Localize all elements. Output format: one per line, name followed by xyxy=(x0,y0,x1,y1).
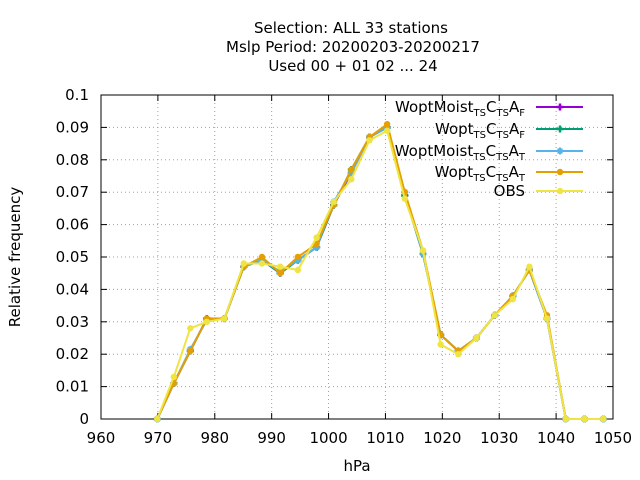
data-point xyxy=(294,253,302,261)
data-point xyxy=(383,120,391,128)
y-axis-ticks: 0 0.01 0.02 0.03 0.04 0.05 0.06 0.07 0.08 0.09 0.1 xyxy=(56,86,613,428)
title-line-1: Selection: ALL 33 stations xyxy=(254,19,448,37)
y-tick-label: 0.02 xyxy=(56,345,89,363)
y-tick-label: 0.01 xyxy=(56,378,89,396)
y-tick-label: 0.1 xyxy=(65,86,89,104)
legend-label: WoptMoistTSCTSAF xyxy=(395,98,525,119)
legend-entry: WoptTSCTSAF xyxy=(435,120,583,141)
data-point xyxy=(491,312,498,319)
data-point xyxy=(509,295,517,303)
data-point xyxy=(258,260,266,267)
data-point xyxy=(556,103,564,111)
data-point xyxy=(366,137,373,144)
y-tick-label: 0 xyxy=(79,410,89,428)
data-point xyxy=(277,263,284,270)
x-tick-label: 970 xyxy=(144,429,173,447)
data-point xyxy=(294,266,302,274)
data-point xyxy=(556,187,564,195)
data-point xyxy=(581,415,588,423)
plot-frame xyxy=(100,94,614,420)
x-tick-label: 1000 xyxy=(309,429,347,447)
legend-entry: WoptMoistTSCTSAF xyxy=(395,98,583,119)
data-point xyxy=(562,415,569,423)
data-point xyxy=(154,415,161,423)
x-tick-label: 1050 xyxy=(594,429,632,447)
data-point xyxy=(221,315,228,322)
legend-entry: WoptTSCTSAT xyxy=(435,163,583,184)
data-point xyxy=(313,234,320,241)
legend: WoptMoistTSCTSAFWoptTSCTSAFWoptMoistTSCT… xyxy=(395,98,583,200)
series-0 xyxy=(153,123,607,423)
x-tick-label: 1020 xyxy=(423,429,461,447)
y-axis-label: Relative frequency xyxy=(6,187,24,328)
y-tick-label: 0.05 xyxy=(56,248,89,266)
y-tick-label: 0.06 xyxy=(56,216,89,234)
chart-title: Selection: ALL 33 stations Mslp Period: … xyxy=(226,19,480,75)
data-point xyxy=(401,195,408,202)
y-tick-label: 0.09 xyxy=(56,118,89,136)
data-point xyxy=(455,351,462,358)
x-tick-label: 980 xyxy=(200,429,229,447)
data-point xyxy=(277,270,284,277)
y-tick-label: 0.07 xyxy=(56,183,89,201)
data-point xyxy=(383,127,391,134)
data-point xyxy=(437,341,444,348)
data-point xyxy=(556,147,564,155)
data-point xyxy=(526,263,533,270)
grid xyxy=(101,95,613,419)
data-point xyxy=(473,334,480,342)
data-point xyxy=(240,260,247,267)
legend-entry: WoptMoistTSCTSAT xyxy=(395,142,583,163)
data-point xyxy=(203,318,211,325)
x-tick-label: 990 xyxy=(257,429,286,447)
data-point xyxy=(556,125,564,133)
data-point xyxy=(419,247,427,254)
data-point xyxy=(556,168,564,176)
data-point xyxy=(258,253,266,261)
legend-label: WoptTSCTSAF xyxy=(435,120,525,141)
legend-label: WoptTSCTSAT xyxy=(435,163,526,184)
title-line-3: Used 00 + 01 02 ... 24 xyxy=(268,57,437,75)
x-tick-label: 1030 xyxy=(480,429,518,447)
x-axis-ticks: 960 970 980 990 1000 1010 1020 1030 1040 1050 xyxy=(87,95,632,447)
x-axis-label: hPa xyxy=(343,457,370,475)
series-2 xyxy=(153,123,607,423)
series-layer xyxy=(153,120,607,423)
data-point xyxy=(313,240,320,248)
data-point xyxy=(543,315,551,322)
data-point xyxy=(348,176,355,183)
series-4 xyxy=(154,127,607,423)
y-tick-label: 0.08 xyxy=(56,151,89,169)
series-line xyxy=(156,123,604,420)
legend-label: OBS xyxy=(494,182,525,200)
data-point xyxy=(170,373,178,381)
data-point xyxy=(187,347,194,355)
data-point xyxy=(600,415,607,423)
data-point xyxy=(348,166,355,173)
x-tick-label: 1040 xyxy=(537,429,575,447)
x-tick-label: 1010 xyxy=(366,429,404,447)
series-1 xyxy=(153,123,607,423)
series-line xyxy=(156,129,604,420)
legend-label: WoptMoistTSCTSAT xyxy=(395,142,526,163)
data-point xyxy=(187,325,194,332)
y-tick-label: 0.04 xyxy=(56,280,89,298)
y-tick-label: 0.03 xyxy=(56,313,89,331)
data-point xyxy=(330,198,337,206)
legend-entry: OBS xyxy=(494,182,583,200)
x-tick-label: 960 xyxy=(87,429,116,447)
series-3 xyxy=(154,120,607,423)
title-line-2: Mslp Period: 20200203-20200217 xyxy=(226,38,480,56)
